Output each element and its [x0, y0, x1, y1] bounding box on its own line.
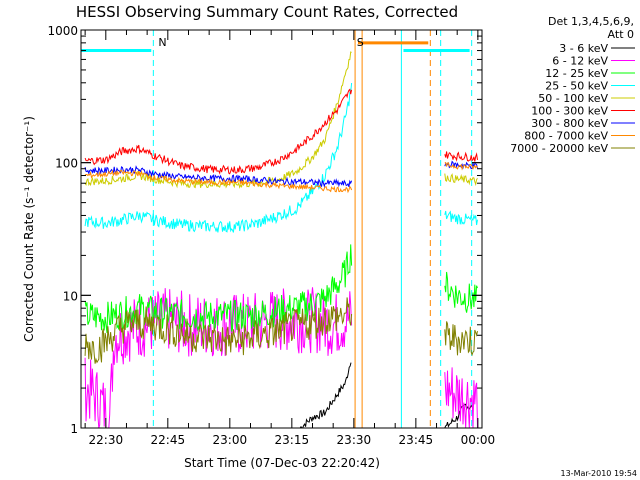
- series-segment-9-2: [444, 321, 478, 357]
- series-segment-2-1: [84, 287, 353, 428]
- y-tick-label-1000: 1000: [47, 24, 78, 38]
- series-segment-3-1: [84, 244, 353, 334]
- annotation-n: N: [158, 36, 166, 49]
- vertical-marker-lines: [152, 30, 473, 428]
- y-tick-label-100: 100: [55, 157, 78, 171]
- flag-bars: [81, 41, 470, 53]
- series-segment-6-1: [84, 88, 353, 175]
- legend-label-7: 300 - 800 keV: [531, 117, 608, 130]
- y-axis-title: Corrected Count Rate (s⁻¹ detector⁻¹): [22, 116, 36, 342]
- series-7000-20000-kev: [84, 297, 478, 364]
- series-50-100-kev: [84, 51, 478, 189]
- series-segment-6-2: [444, 151, 478, 162]
- x-tick-label-2330: 23:30: [337, 433, 372, 447]
- x-tick-label-2230: 22:30: [89, 433, 124, 447]
- annotation-s: S: [357, 36, 364, 49]
- data-series: [84, 51, 478, 428]
- series-segment-3-2: [444, 271, 478, 313]
- legend-label-6: 100 - 300 keV: [531, 105, 608, 118]
- x-tick-label-0000: 00:00: [461, 433, 496, 447]
- series-segment-2-2: [444, 367, 478, 428]
- series-segment-1-1: [299, 362, 352, 428]
- series-800-7000-kev: [84, 162, 478, 194]
- legend-label-9: 7000 - 20000 keV: [510, 142, 608, 155]
- x-axis-title: Start Time (07-Dec-03 22:20:42): [184, 456, 380, 470]
- legend-label-4: 25 - 50 keV: [545, 80, 608, 93]
- x-axis: 22:30 22:45 23:00 23:15 23:30 23:45 00:00: [84, 30, 496, 447]
- series-12-25-kev: [84, 244, 478, 334]
- series-6-12-kev: [84, 287, 478, 428]
- y-axis: 1 10 100 1000: [47, 24, 482, 436]
- series-segment-5-2: [444, 173, 478, 187]
- x-tick-label-2345: 23:45: [399, 433, 434, 447]
- x-tick-label-2245: 22:45: [151, 433, 186, 447]
- x-tick-label-2300: 23:00: [213, 433, 248, 447]
- legend-label-5: 50 - 100 keV: [538, 92, 608, 105]
- y-tick-label-1: 1: [70, 422, 78, 436]
- legend-label-3: 12 - 25 keV: [545, 67, 608, 80]
- legend-label-1: 3 - 6 keV: [559, 42, 608, 55]
- series-segment-8-2: [444, 162, 478, 171]
- series-segment-8-1: [84, 169, 353, 194]
- footer-timestamp: 13-Mar-2010 19:54: [561, 469, 638, 478]
- series-segment-4-2: [444, 210, 478, 226]
- legend-label-2: 6 - 12 keV: [552, 55, 608, 68]
- series-segment-5-1: [84, 51, 352, 189]
- legend-header-line-2: Att 0: [608, 28, 634, 41]
- series-segment-9-1: [84, 297, 353, 364]
- series-25-50-kev: [84, 82, 478, 233]
- legend-label-8: 800 - 7000 keV: [524, 130, 608, 143]
- series-segment-4-1: [84, 82, 353, 233]
- series-100-300-kev: [84, 88, 478, 175]
- legend-header-line-1: Det 1,3,4,5,6,9,: [548, 15, 634, 28]
- x-tick-label-2315: 23:15: [275, 433, 310, 447]
- y-tick-label-10: 10: [63, 289, 78, 303]
- series-segment-7-1: [84, 165, 353, 188]
- plot-frame: [80, 29, 483, 429]
- chart-title: HESSI Observing Summary Count Rates, Cor…: [76, 3, 458, 21]
